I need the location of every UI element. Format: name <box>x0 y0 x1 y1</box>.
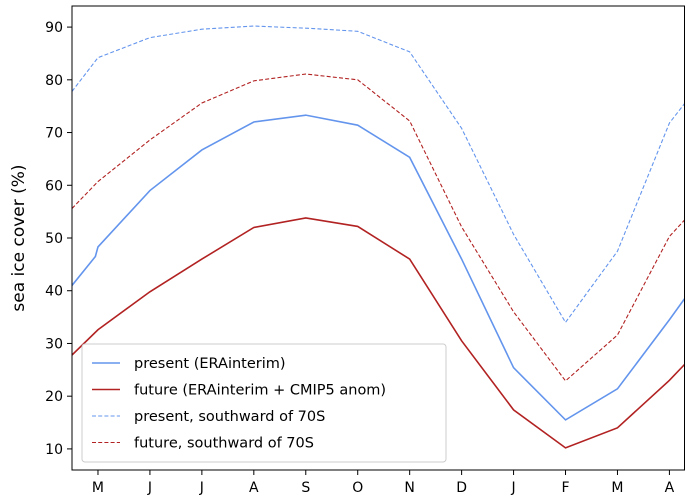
x-tick-label: D <box>456 480 467 496</box>
y-axis-label: sea ice cover (%) <box>9 164 29 311</box>
legend-label-3: present, southward of 70S <box>134 409 325 425</box>
y-tick-label: 20 <box>45 389 63 405</box>
legend-label-4: future, southward of 70S <box>134 436 314 452</box>
y-tick-label: 60 <box>45 178 63 194</box>
y-axis: 10 20 30 40 50 60 70 80 90 <box>45 20 72 458</box>
legend: present (ERAinterim) future (ERAinterim +… <box>81 343 447 463</box>
x-tick-label: J <box>510 480 515 496</box>
y-tick-label: 50 <box>45 231 63 247</box>
y-tick-label: 30 <box>45 336 63 352</box>
x-tick-label: N <box>404 480 414 496</box>
legend-label-1: present (ERAinterim) <box>134 356 286 372</box>
series-line-2 <box>72 217 685 449</box>
y-tick-label: 10 <box>45 442 63 458</box>
x-tick-label: J <box>147 480 152 496</box>
y-tick-label: 40 <box>45 284 63 300</box>
y-tick-label: 70 <box>45 126 63 142</box>
legend-label-2: future (ERAinterim + CMIP5 anom) <box>134 383 386 399</box>
x-tick-label: M <box>611 480 623 496</box>
series-line-1 <box>72 114 685 421</box>
x-tick-label: S <box>301 480 310 496</box>
x-tick-label: A <box>665 480 675 496</box>
series-line-3 <box>72 25 685 324</box>
x-tick-label: A <box>249 480 259 496</box>
legend-box <box>81 343 447 463</box>
series-line-4 <box>72 73 685 382</box>
y-tick-label: 80 <box>45 73 63 89</box>
y-tick-label: 90 <box>45 20 63 36</box>
x-tick-label: M <box>92 480 104 496</box>
series-layer <box>72 25 685 449</box>
x-tick-label: J <box>199 480 204 496</box>
x-tick-label: O <box>352 480 363 496</box>
x-tick-label: F <box>561 480 569 496</box>
